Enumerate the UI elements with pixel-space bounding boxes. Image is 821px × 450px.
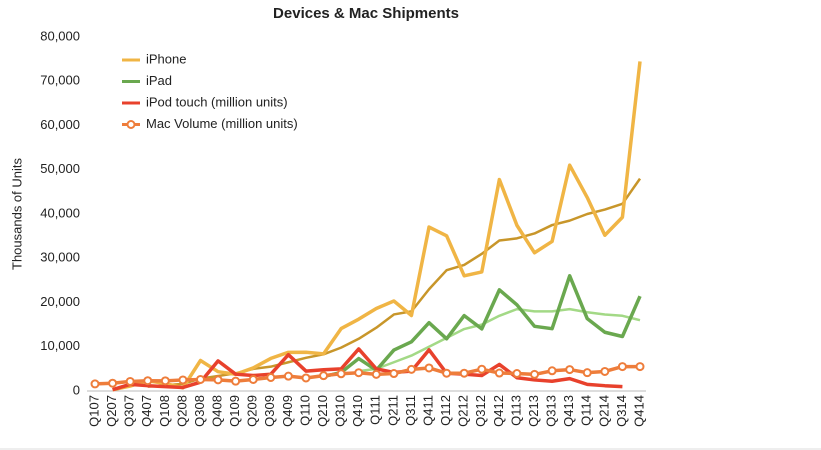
x-tick-label: Q212 [456,395,471,427]
point-marker [178,375,188,385]
legend-label: iPad [146,73,172,88]
x-tick-label: Q114 [579,395,594,426]
y-tick-label: 10,000 [40,338,80,353]
x-tick-label: Q110 [297,395,312,426]
point-marker [231,376,241,386]
point-marker [354,368,364,378]
legend-marker [126,120,136,129]
point-marker [582,368,592,378]
y-tick-label: 30,000 [40,250,80,265]
y-tick-label: 40,000 [40,205,80,220]
point-marker [301,373,311,383]
point-marker [125,376,135,386]
x-tick-label: Q111 [368,395,383,425]
x-tick-label: Q211 [385,395,400,426]
x-tick-label: Q214 [596,395,611,427]
point-marker [371,369,381,379]
x-tick-label: Q113 [508,395,523,426]
point-marker [213,375,223,385]
point-marker [494,368,504,378]
legend-label: Mac Volume (million units) [146,116,298,131]
x-tick-label: Q314 [614,395,629,427]
x-tick-label: Q109 [227,395,242,427]
x-tick-label: Q112 [438,395,453,426]
point-marker [442,368,452,378]
x-tick-label: Q313 [544,395,559,427]
x-tick-label: Q411 [420,395,435,426]
point-marker [389,369,399,379]
point-marker [600,366,610,376]
point-marker [160,376,170,386]
point-marker [336,369,346,379]
series-line [358,307,641,373]
x-tick-label: Q207 [104,395,119,427]
point-marker [424,363,434,373]
x-tick-label: Q308 [192,395,207,427]
point-marker [143,376,153,386]
legend-label: iPhone [146,51,186,66]
y-tick-label: 70,000 [40,73,80,88]
point-marker [319,371,329,381]
y-axis-label: Thousands of Units [9,158,24,271]
x-tick-label: Q407 [139,395,154,427]
point-marker [195,374,205,384]
y-tick-label: 50,000 [40,161,80,176]
point-marker [459,368,469,378]
y-tick-label: 60,000 [40,117,80,132]
point-marker [406,364,416,374]
x-tick-label: Q408 [210,395,225,427]
x-tick-label: Q107 [86,395,101,427]
point-marker [547,366,557,376]
x-tick-label: Q310 [333,395,348,427]
point-marker [248,374,258,384]
x-tick-label: Q307 [122,395,137,427]
point-marker [512,369,522,379]
x-tick-label: Q410 [350,395,365,427]
point-marker [90,379,100,389]
point-marker [266,373,276,383]
series-line [112,347,623,392]
x-tick-label: Q213 [526,395,541,427]
x-tick-label: Q414 [631,395,646,427]
x-tick-label: Q209 [245,395,260,427]
point-marker [617,362,627,372]
point-marker [283,371,293,381]
x-tick-label: Q309 [262,395,277,427]
y-tick-label: 20,000 [40,294,80,309]
x-tick-label: Q311 [403,395,418,426]
point-marker [530,369,540,379]
x-tick-label: Q413 [561,395,576,427]
x-tick-label: Q210 [315,395,330,427]
point-marker [108,378,118,388]
legend-label: iPod touch (million units) [146,94,288,109]
chart-title: Devices & Mac Shipments [273,5,459,22]
series-line [112,61,642,392]
x-tick-label: Q409 [280,395,295,427]
point-marker [635,362,645,372]
y-tick-label: 0 [73,382,80,397]
x-tick-label: Q412 [491,395,506,427]
point-marker [565,365,575,375]
x-tick-label: Q312 [473,395,488,427]
point-marker [477,364,487,374]
y-tick-label: 80,000 [40,28,80,43]
x-tick-label: Q108 [157,395,172,427]
x-tick-label: Q208 [174,395,189,427]
